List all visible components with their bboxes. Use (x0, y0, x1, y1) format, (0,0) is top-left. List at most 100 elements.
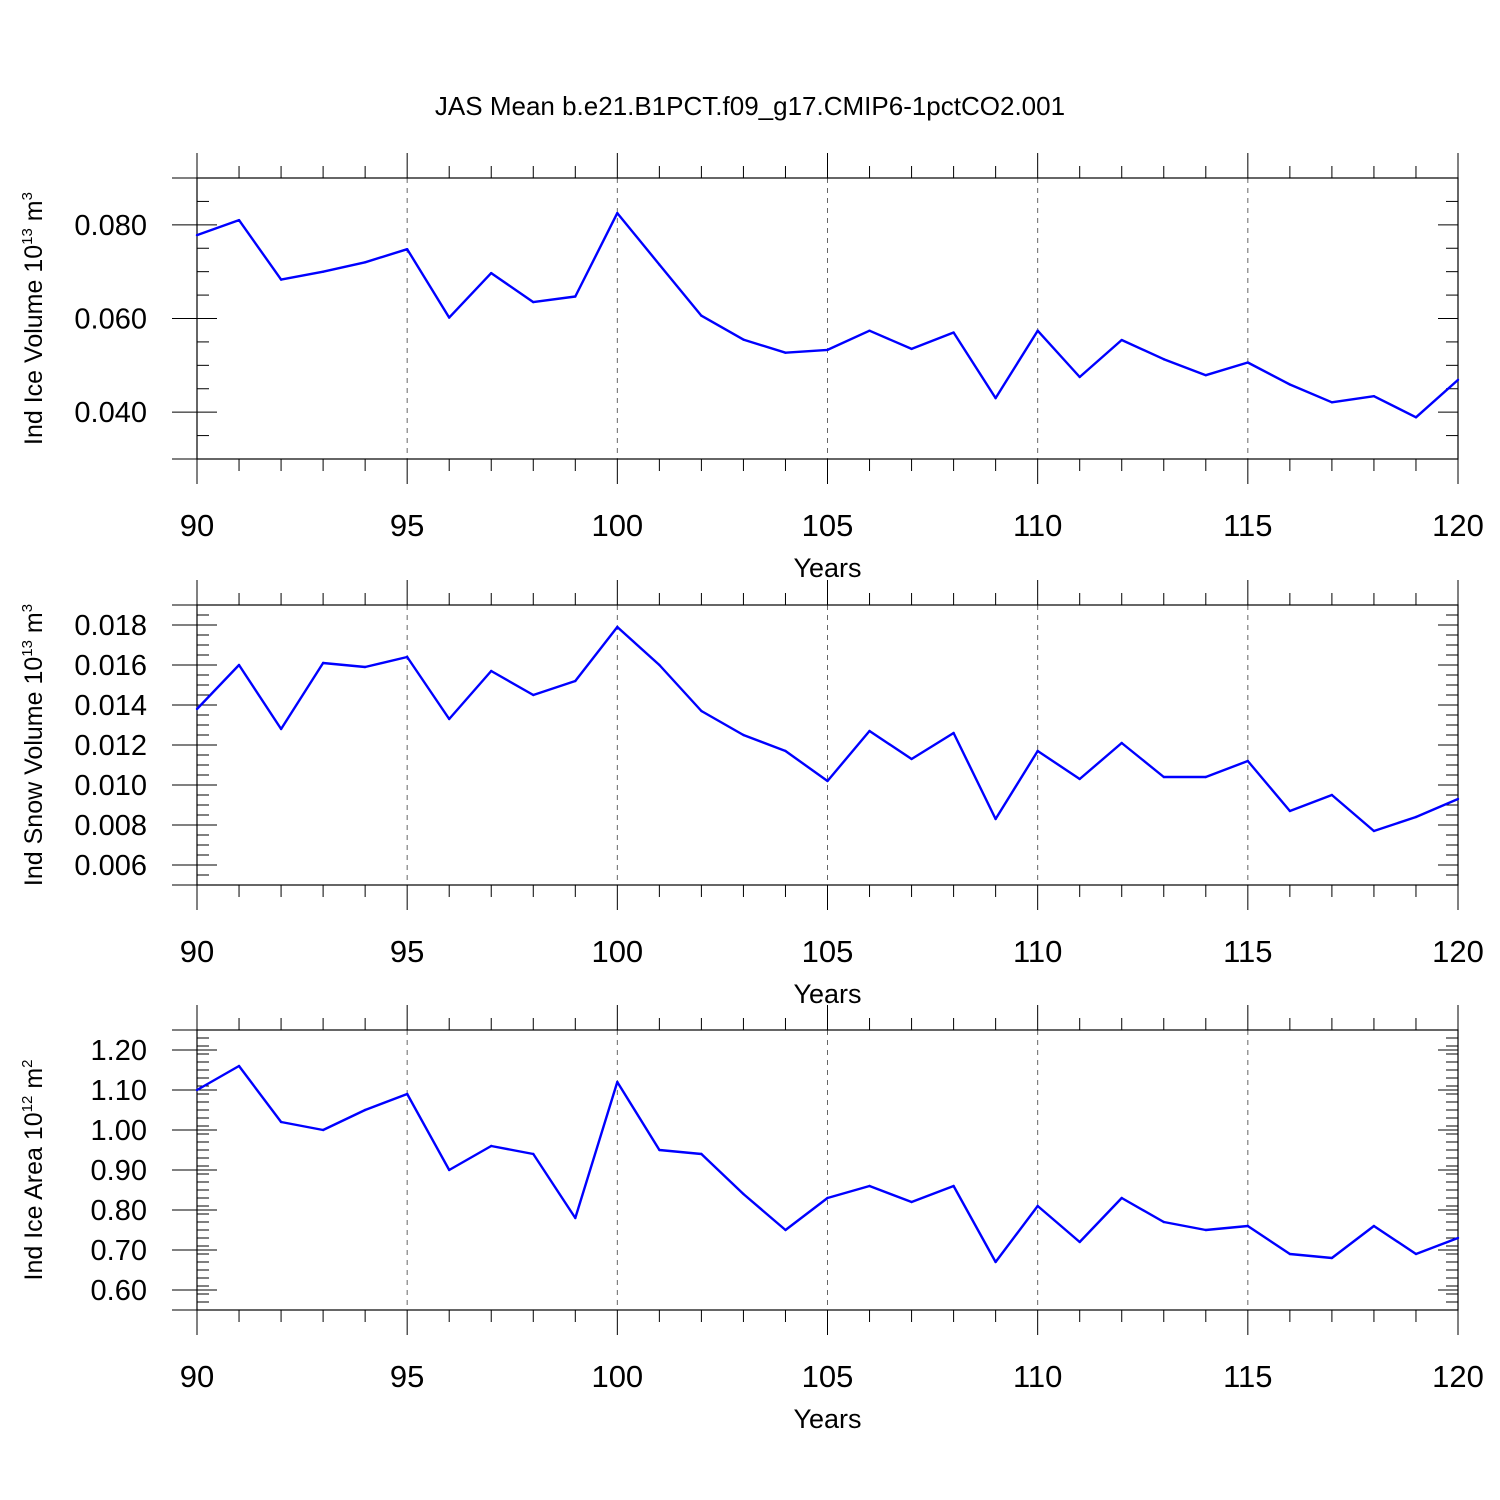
data-point (490, 669, 493, 673)
data-point (1456, 1236, 1460, 1240)
data-point (490, 1144, 493, 1148)
x-tick-label: 100 (591, 1359, 643, 1394)
x-tick-label: 95 (390, 508, 424, 543)
data-point (826, 1196, 829, 1200)
y-axis-label: Ind Snow Volume 1013 m3 (19, 604, 48, 886)
data-point (994, 396, 997, 400)
y-axis-label-exponent: 12 (19, 1096, 36, 1113)
data-point (321, 661, 325, 665)
data-point (279, 727, 283, 731)
data-point (532, 693, 535, 697)
data-point (532, 1152, 535, 1156)
data-point (700, 1152, 703, 1156)
x-tick-label: 90 (180, 508, 214, 543)
data-point (1162, 358, 1165, 361)
plot-frame (196, 604, 1459, 886)
data-point (868, 1184, 871, 1188)
data-point (1330, 793, 1334, 797)
data-point (574, 295, 577, 298)
x-tick-label: 120 (1432, 508, 1484, 543)
x-axis-label: Years (793, 1404, 861, 1434)
chart-title: JAS Mean b.e21.B1PCT.f09_g17.CMIP6-1pctC… (435, 91, 1065, 121)
data-point (321, 1128, 325, 1132)
x-tick-label: 105 (802, 934, 854, 969)
x-axis-label: Years (793, 553, 861, 583)
data-point (1036, 329, 1039, 332)
data-point (1372, 395, 1376, 398)
data-point (1414, 416, 1418, 419)
data-point (1204, 1228, 1208, 1232)
plot-frame (196, 1029, 1459, 1311)
data-point (448, 316, 451, 319)
data-point (826, 779, 829, 783)
data-point (742, 1192, 745, 1196)
data-point (1120, 1196, 1123, 1200)
y-axis-label-unit: m (20, 200, 48, 228)
series-line (196, 211, 1459, 419)
y-axis-label-text: Ind Snow Volume 10 (20, 657, 48, 886)
data-point (910, 347, 913, 351)
data-point (742, 733, 745, 737)
y-axis-label-text: Ind Ice Area 10 (20, 1112, 48, 1280)
y-axis-label-unit: m (20, 612, 48, 640)
y-tick-label: 0.010 (74, 770, 147, 802)
data-point (994, 1260, 997, 1264)
panel-1: 90 95 100 105 110 115 120 0.040 0.060 0.080 Years I… (19, 153, 1484, 583)
data-point (616, 211, 619, 215)
x-tick-label: 110 (1013, 934, 1062, 969)
y-tick-label: 0.80 (91, 1195, 147, 1227)
data-point (994, 817, 997, 821)
data-point (1456, 797, 1460, 801)
y-tick-label: 0.60 (91, 1275, 147, 1307)
x-tick-label: 100 (591, 508, 643, 543)
data-point (405, 247, 409, 251)
data-point (1162, 1220, 1165, 1224)
x-tick-label: 115 (1223, 934, 1272, 969)
x-tick-label: 90 (180, 934, 214, 969)
data-point (574, 1216, 577, 1220)
plot-frame (196, 177, 1459, 460)
y-tick-label: 1.00 (91, 1115, 147, 1147)
data-point (448, 1168, 451, 1172)
data-point (784, 351, 787, 354)
data-point (700, 314, 703, 317)
data-point (1036, 749, 1039, 753)
data-point (1078, 777, 1081, 781)
data-point (952, 731, 955, 735)
data-point (532, 300, 535, 304)
data-point (1246, 759, 1250, 763)
data-point (658, 1148, 661, 1152)
data-point (1414, 1252, 1418, 1256)
data-point (952, 331, 955, 334)
data-point (910, 1200, 913, 1204)
data-point (658, 263, 661, 266)
x-tick-label: 90 (180, 1359, 214, 1394)
y-tick-label: 0.006 (74, 850, 147, 882)
data-point (1204, 373, 1208, 377)
y-axis-label-text: Ind Ice Volume 10 (20, 245, 48, 445)
data-point (237, 218, 241, 222)
x-tick-label: 110 (1013, 508, 1062, 543)
data-point (321, 270, 325, 273)
data-point (237, 1064, 241, 1068)
data-point (1372, 1224, 1376, 1228)
data-point (405, 655, 409, 659)
data-point (784, 749, 787, 753)
data-point (868, 729, 871, 733)
data-point (448, 717, 451, 721)
data-point (237, 663, 241, 667)
x-tick-label: 100 (591, 934, 643, 969)
data-point (1330, 1256, 1334, 1260)
data-point (1036, 1204, 1039, 1208)
data-point (1414, 815, 1418, 819)
data-point (1078, 1240, 1081, 1244)
data-point (405, 1092, 409, 1096)
data-point (1288, 383, 1292, 386)
x-tick-label: 95 (390, 934, 424, 969)
y-tick-label: 0.018 (74, 610, 147, 642)
data-point (616, 1080, 619, 1084)
data-point (700, 709, 703, 713)
x-tick-label: 105 (802, 508, 854, 543)
y-tick-label: 0.040 (74, 397, 147, 429)
